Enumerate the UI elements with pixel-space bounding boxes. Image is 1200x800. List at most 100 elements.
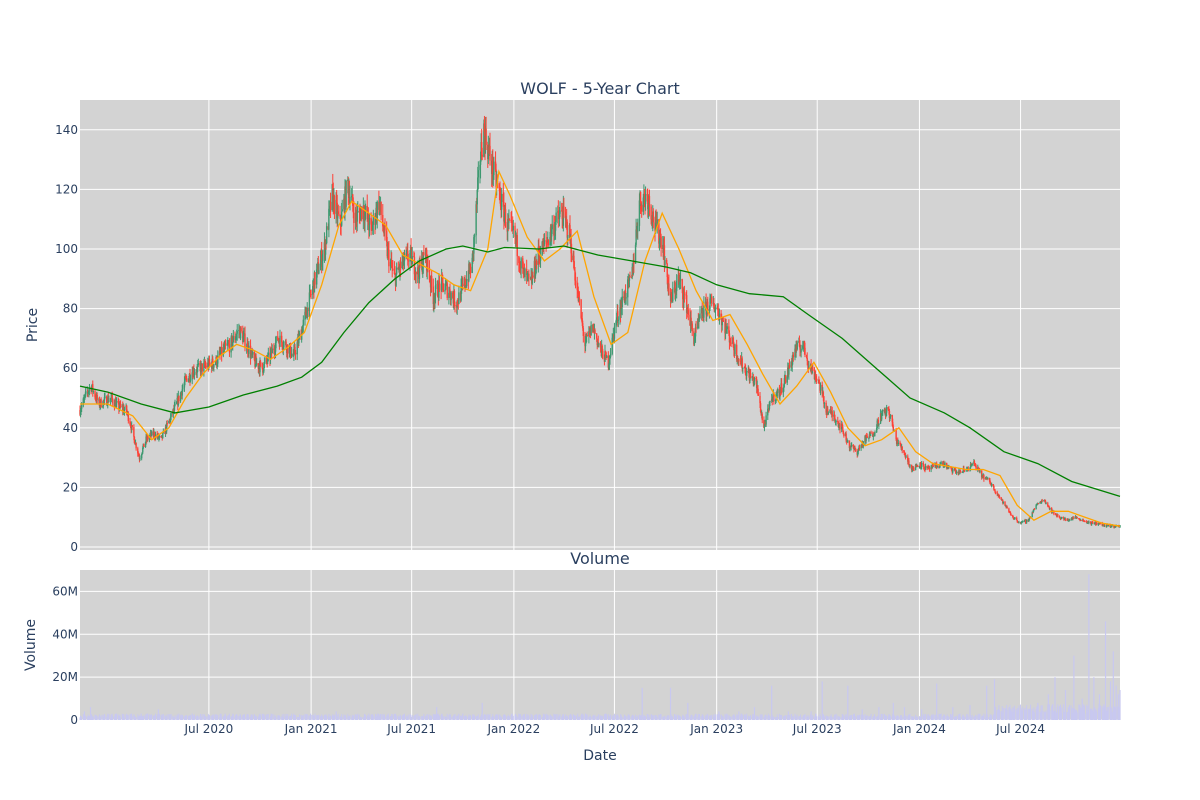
volume-bar [779,716,781,720]
candle-body [889,416,891,418]
candle-body [503,202,505,222]
volume-bar [261,713,263,720]
candle-body [475,204,477,236]
volume-bar [511,713,513,720]
volume-bar [858,715,860,720]
volume-bar [173,717,175,720]
candle-body [1045,503,1047,505]
volume-bar [654,715,656,720]
candle-body [234,338,237,340]
volume-bar [883,713,885,720]
volume-bar [448,715,450,720]
volume-bar [942,716,944,720]
date-tick-label: Jul 2022 [589,722,639,736]
volume-bar [244,717,246,720]
volume-bar [87,714,89,720]
volume-bar [881,717,883,720]
candle-body [320,250,323,267]
volume-bar [752,714,754,720]
volume-bar [927,716,929,720]
candle-body [946,467,948,469]
volume-bar [693,716,695,720]
volume-bar [841,714,843,720]
volume-bar [123,714,125,720]
candle-body [103,397,106,401]
candle-body [974,464,976,466]
volume-bar [152,715,154,720]
volume-bar [370,714,372,720]
volume-plot-background [80,570,1120,720]
candle-body [492,175,495,177]
volume-bar [893,715,895,720]
volume-bar [678,716,680,720]
volume-bar [621,717,623,720]
volume-bar [142,715,144,720]
candle-body [730,342,732,344]
volume-bar [258,715,260,720]
candle-body [438,281,440,298]
candle-body [119,403,122,407]
candle-body [110,397,112,399]
candle-body [812,367,814,371]
volume-bar [220,713,222,720]
volume-bar [456,715,458,720]
volume-bar [606,714,608,720]
volume-bar [674,714,676,720]
volume-bar [608,715,610,720]
volume-bar [156,715,158,720]
volume-bar [815,713,817,720]
candle-body [511,221,513,226]
volume-bar [924,715,926,720]
candle-body [293,348,295,357]
candle-body [1058,516,1061,518]
volume-bar [620,714,622,720]
moving-average-lines [79,169,1121,527]
volume-bar [143,715,145,720]
volume-bar [1014,708,1016,720]
volume-bar [129,714,131,720]
volume-spike-bar [546,714,548,720]
candle-body [358,211,361,213]
volume-bar [384,717,386,720]
candle-body [314,272,316,285]
candle-body [1064,518,1067,520]
volume-bar [112,716,114,720]
volume-bar [231,717,233,720]
volume-bar [1023,708,1025,720]
price-tick-label: 20 [63,480,78,494]
volume-bar [795,717,797,720]
volume-bar [236,715,238,720]
volume-bar [955,716,957,720]
candle-body [304,311,306,320]
volume-bar [1005,708,1007,720]
candle-body [473,235,476,238]
volume-bar [523,714,525,720]
candle-body [831,411,833,417]
candle-body [524,268,526,278]
candle-body [748,370,750,374]
volume-bar [966,716,968,720]
volume-bar [818,717,820,720]
volume-bar [378,714,380,720]
volume-bar [572,714,574,720]
candle-body [687,308,689,310]
volume-spike-bar [1104,621,1107,720]
candle-body [244,333,246,348]
volume-bar [577,713,579,720]
volume-bar [803,714,805,720]
volume-bar [834,714,836,720]
volume-bar [1106,707,1108,720]
candle-body [94,391,96,398]
volume-bar [853,713,855,720]
volume-bar [566,716,568,720]
candle-body [234,336,236,340]
candle-body [479,164,481,171]
candle-body [497,183,499,186]
volume-bar [296,717,298,720]
candle-body [1088,521,1090,523]
volume-bar [796,716,798,720]
candle-body [634,244,637,264]
candle-body [697,318,699,329]
volume-bar [963,716,965,720]
volume-bar [701,716,703,720]
